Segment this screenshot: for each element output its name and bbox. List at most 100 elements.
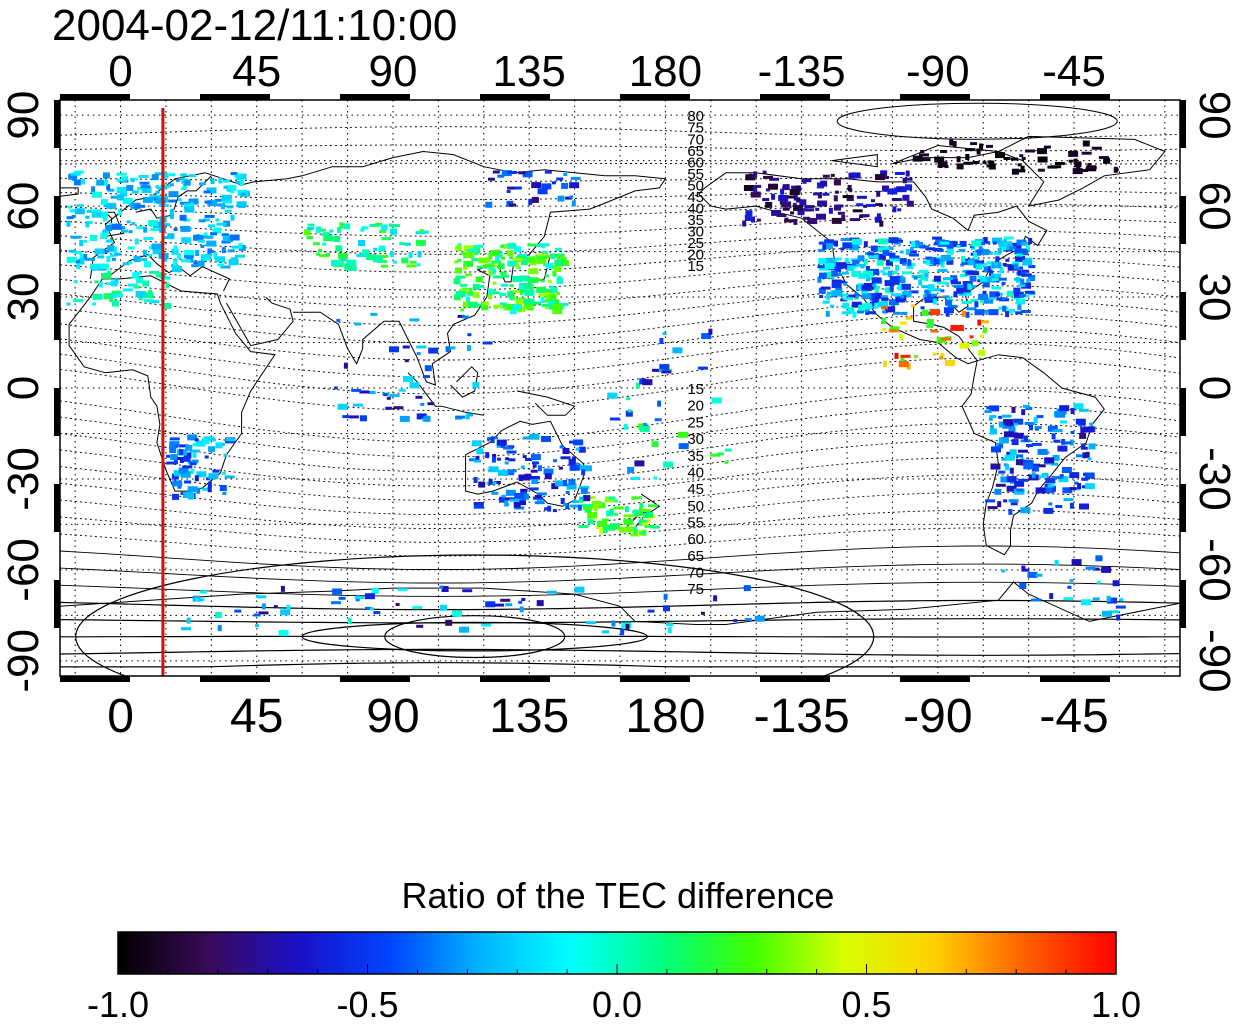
tec-data-cell	[771, 193, 776, 200]
tec-data-cell	[143, 226, 148, 233]
tec-data-cell	[544, 473, 552, 480]
tec-data-cell	[1087, 457, 1092, 461]
frame-tick-bar	[1180, 292, 1186, 340]
tec-data-cell	[743, 585, 751, 592]
tec-data-cell	[844, 257, 849, 264]
tec-data-cell	[184, 480, 192, 484]
tec-data-cell	[793, 194, 798, 201]
tec-data-cell	[208, 473, 219, 480]
contour-label: 65	[687, 143, 704, 160]
tec-data-cell	[568, 478, 576, 485]
tec-data-cell	[1024, 257, 1032, 261]
tec-data-cell	[1082, 452, 1087, 459]
tec-data-cell	[848, 294, 856, 298]
tec-data-cell	[66, 220, 71, 227]
tec-data-cell	[312, 242, 320, 246]
tec-data-cell	[177, 485, 182, 489]
tec-data-cell	[128, 230, 133, 234]
tec-data-cell	[894, 172, 905, 175]
tec-data-cell	[885, 259, 893, 266]
tec-data-cell	[863, 241, 868, 248]
tec-data-cell	[500, 283, 508, 287]
tec-data-cell	[1028, 275, 1036, 281]
tec-data-cell	[1063, 597, 1074, 601]
tec-data-cell	[988, 296, 996, 300]
tec-data-cell	[837, 211, 845, 215]
tec-data-cell	[930, 309, 941, 316]
tec-data-cell	[830, 304, 835, 308]
tec-data-cell	[469, 458, 479, 462]
tec-data-cell	[1011, 157, 1018, 161]
tec-data-cell	[1112, 580, 1120, 587]
contour-line	[60, 618, 1180, 624]
tec-data-cell	[1062, 487, 1073, 494]
tec-data-cell	[169, 213, 174, 219]
tec-data-cell	[556, 292, 561, 295]
tec-data-cell	[238, 242, 243, 249]
tec-data-cell	[946, 248, 954, 255]
tec-data-cell	[980, 300, 984, 303]
tec-data-cell	[875, 292, 883, 299]
tec-data-cell	[881, 297, 889, 301]
tec-data-cell	[903, 290, 908, 294]
tec-data-cell	[855, 263, 866, 267]
tec-data-cell	[591, 501, 602, 507]
tec-data-cell	[228, 259, 239, 266]
tec-data-cell	[105, 225, 113, 232]
tec-data-cell	[850, 218, 860, 222]
contour-label: 80	[687, 108, 704, 125]
tec-data-cell	[346, 264, 357, 271]
tec-data-cell	[878, 253, 886, 260]
tec-data-cell	[538, 465, 542, 472]
tec-data-cell	[196, 471, 207, 478]
tec-data-cell	[876, 259, 884, 266]
tec-data-cell	[530, 469, 538, 473]
tec-data-cell	[716, 452, 724, 456]
tec-data-cell	[501, 494, 506, 498]
tec-data-cell	[177, 198, 182, 202]
tec-data-cell	[1005, 258, 1010, 262]
tec-data-cell	[578, 446, 586, 453]
contour-line	[60, 216, 1180, 237]
contour-label: 75	[687, 581, 704, 598]
tec-data-cell	[73, 280, 78, 284]
tec-data-cell	[852, 311, 857, 318]
tec-data-cell	[974, 309, 985, 316]
tec-data-cell	[474, 459, 482, 463]
tec-data-cell	[602, 630, 610, 634]
tec-data-cell	[180, 187, 185, 191]
tec-data-cell	[235, 254, 245, 258]
tec-data-cell	[481, 623, 492, 627]
frame-tick-bar	[480, 676, 550, 682]
tec-data-cell	[1115, 605, 1126, 609]
tec-data-cell	[951, 240, 956, 244]
bottom-longitude-label: 45	[230, 690, 283, 743]
tec-data-cell	[847, 307, 855, 314]
tec-data-cell	[858, 304, 866, 311]
tec-data-cell	[1059, 405, 1070, 412]
tec-data-cell	[1095, 555, 1103, 562]
tec-data-cell	[626, 397, 631, 401]
tec-data-cell	[488, 293, 493, 300]
tec-data-cell	[85, 221, 90, 228]
tec-data-cell	[73, 299, 84, 303]
tec-data-cell	[359, 415, 367, 422]
tec-data-cell	[178, 467, 189, 474]
tec-data-cell	[519, 275, 530, 282]
tec-data-cell	[762, 170, 767, 174]
tec-data-cell	[882, 310, 887, 314]
tec-data-cell	[509, 256, 514, 260]
tec-data-cell	[303, 229, 311, 236]
tec-data-cell	[826, 293, 831, 300]
tec-data-cell	[888, 329, 899, 333]
tec-data-cell	[204, 200, 212, 204]
tec-data-cell	[543, 263, 554, 267]
tec-data-cell	[826, 243, 833, 250]
tec-data-cell	[834, 204, 841, 211]
tec-data-cell	[942, 295, 950, 299]
tec-data-cell	[796, 197, 801, 201]
tec-data-cell	[724, 460, 729, 464]
tec-data-cell	[768, 183, 778, 190]
tec-data-cell	[841, 271, 849, 275]
tec-data-cell	[964, 289, 972, 296]
